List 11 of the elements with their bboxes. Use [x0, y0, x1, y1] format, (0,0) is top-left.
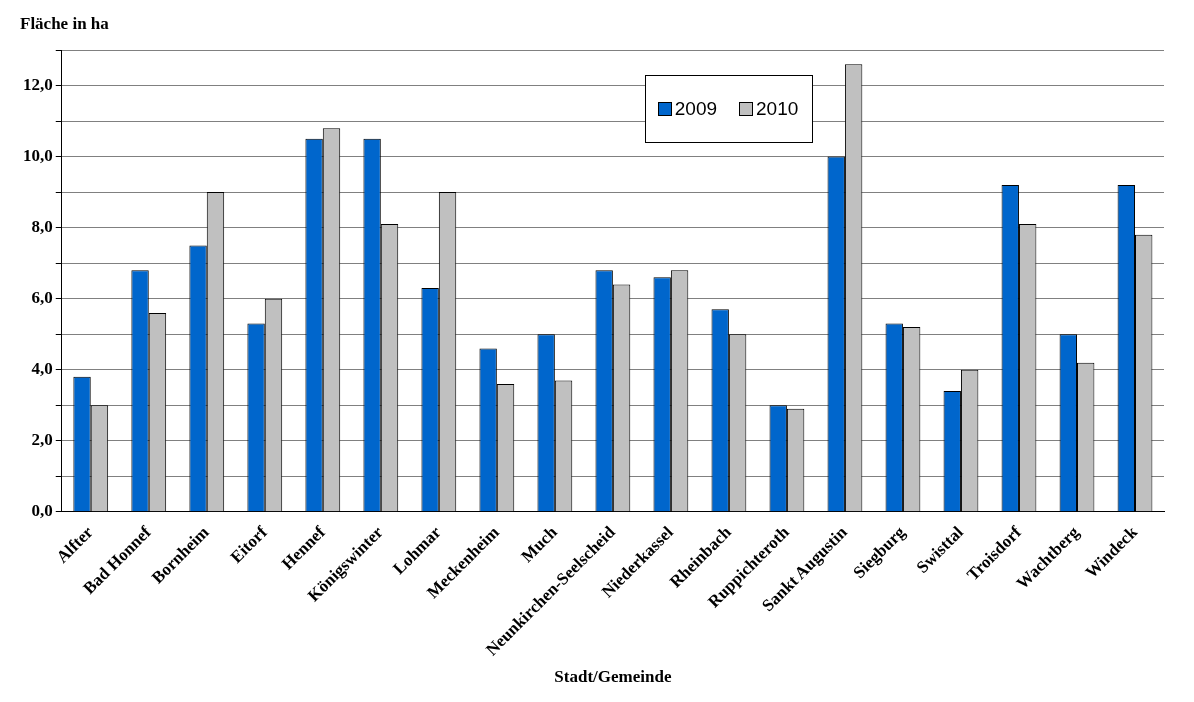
y-tick-label: 8,0 — [31, 217, 53, 237]
chart-title: Fläche in ha — [20, 14, 109, 34]
legend-label: 2009 — [674, 98, 718, 120]
y-tick-label: 6,0 — [31, 288, 53, 308]
y-tick-label: 4,0 — [31, 359, 53, 379]
legend-label: 2010 — [756, 98, 799, 120]
y-tick-label: 2,0 — [31, 430, 53, 450]
x-axis-title: Stadt/Gemeinde — [554, 667, 672, 687]
y-tick-label: 10,0 — [23, 145, 53, 165]
y-tick-label: 0,0 — [31, 501, 53, 521]
y-tick-label: 12,0 — [23, 74, 53, 94]
